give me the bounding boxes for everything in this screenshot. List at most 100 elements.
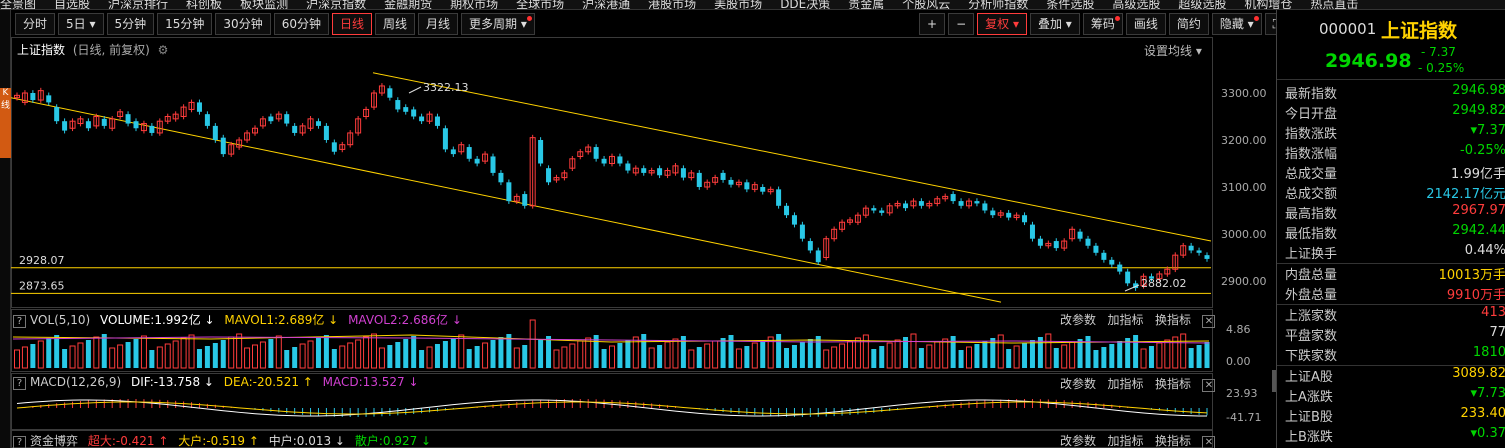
add-indicator-button[interactable]: 加指标 — [1107, 313, 1144, 327]
candle-body — [561, 172, 568, 179]
nav-item[interactable]: 条件选股 — [1046, 0, 1095, 10]
vol-bar — [403, 339, 409, 368]
close-icon[interactable]: ✕ — [1202, 436, 1216, 448]
candle-body — [62, 121, 68, 131]
candle-body — [355, 118, 362, 134]
help-icon[interactable]: ? — [13, 377, 26, 390]
nav-item[interactable]: 期权市场 — [450, 0, 499, 10]
zoom-in-button[interactable]: + — [919, 13, 946, 35]
nav-item[interactable]: 沪深京指数 — [306, 0, 367, 10]
nav-item[interactable]: 机构增仓 — [1244, 0, 1293, 10]
add-indicator-button[interactable]: 加指标 — [1107, 377, 1144, 391]
nav-item[interactable]: 热点直击 — [1310, 0, 1359, 10]
period-button[interactable]: 周线 — [375, 13, 416, 35]
period-button[interactable]: 15分钟 — [157, 13, 213, 35]
add-indicator-button[interactable]: 加指标 — [1107, 434, 1144, 448]
vol-bar — [85, 340, 91, 368]
last-price: 2946.98 — [1325, 50, 1412, 72]
switch-indicator-button[interactable]: 换指标 — [1154, 434, 1191, 448]
candle-body — [767, 188, 774, 193]
support-label-2: 2873.65 — [19, 279, 65, 292]
vol-bar — [1037, 337, 1043, 368]
nav-item[interactable]: 自选股 — [54, 0, 91, 10]
kline-chart-area[interactable]: 3300.00 3200.00 3100.00 3000.00 2900.00 2928.… — [11, 37, 1273, 448]
help-icon[interactable]: ? — [13, 436, 26, 448]
zoom-out-button[interactable]: − — [948, 13, 975, 35]
vol-bar — [1204, 342, 1210, 368]
candle-body — [513, 195, 520, 202]
draw-line-button[interactable]: 画线 — [1125, 13, 1166, 35]
vol-label: VOL(5,10) — [30, 313, 91, 327]
vol-bar — [1172, 336, 1179, 369]
nav-item[interactable]: 超级选股 — [1178, 0, 1227, 10]
vol-bar — [371, 333, 377, 369]
period-button[interactable]: 60分钟 — [273, 13, 329, 35]
nav-item[interactable]: 高级选股 — [1112, 0, 1161, 10]
candle-body — [609, 155, 615, 164]
vol-bar — [751, 342, 758, 369]
y-axis-tick: 3100.00 — [1221, 181, 1267, 194]
nav-item[interactable]: DDE决策 — [780, 0, 831, 10]
candle-body — [918, 201, 924, 206]
switch-indicator-button[interactable]: 换指标 — [1154, 377, 1191, 391]
left-tab-strip: K线 — [0, 10, 11, 448]
candle-body — [886, 205, 893, 214]
nav-item[interactable]: 板块监测 — [240, 0, 289, 10]
nav-item[interactable]: 分析师指数 — [968, 0, 1029, 10]
y-axis-tick: 3300.00 — [1221, 87, 1267, 100]
vol-bar — [688, 349, 695, 369]
vol-bar — [1022, 343, 1028, 368]
nav-item[interactable]: 沪深港通 — [582, 0, 631, 10]
edit-params-button[interactable]: 改参数 — [1060, 377, 1097, 391]
period-button[interactable]: 日线 — [331, 13, 372, 35]
nav-item[interactable]: 个股风云 — [902, 0, 951, 10]
vol-bar — [442, 341, 448, 368]
candle-body — [458, 144, 465, 153]
edit-params-button[interactable]: 改参数 — [1060, 434, 1097, 448]
high-marker-label: 3322.13 — [423, 81, 469, 94]
nav-item[interactable]: 全球市场 — [516, 0, 565, 10]
candle-body — [284, 114, 290, 124]
hide-dropdown[interactable]: 隐藏 ▾ — [1211, 13, 1262, 35]
vol-bar — [450, 338, 456, 368]
vol-bar — [625, 340, 631, 368]
candle-body — [307, 118, 314, 129]
nav-item[interactable]: 港股市场 — [648, 0, 697, 10]
simple-mode-button[interactable]: 简约 — [1168, 13, 1209, 35]
period-button[interactable]: 5分钟 — [106, 13, 155, 35]
period-button[interactable]: 5日 ▾ — [58, 13, 104, 35]
edit-params-button[interactable]: 改参数 — [1060, 313, 1097, 327]
candle-body — [641, 168, 647, 173]
nav-item[interactable]: 沪深京排行 — [108, 0, 169, 10]
gear-icon[interactable]: ⚙ — [157, 43, 169, 57]
switch-indicator-button[interactable]: 换指标 — [1154, 313, 1191, 327]
nav-item[interactable]: 全景图 — [0, 0, 37, 10]
close-icon[interactable]: ✕ — [1202, 379, 1216, 392]
fuquan-dropdown[interactable]: 复权 ▾ — [977, 13, 1027, 35]
nav-item[interactable]: 科创板 — [186, 0, 223, 10]
kline-chart-svg[interactable]: 3300.00 3200.00 3100.00 3000.00 2900.00 2928.… — [11, 37, 1273, 448]
candle-body — [577, 151, 584, 157]
nav-item[interactable]: 贵金属 — [848, 0, 885, 10]
candle-body — [244, 132, 251, 141]
nav-item[interactable]: 美股市场 — [714, 0, 763, 10]
period-button[interactable]: 30分钟 — [215, 13, 271, 35]
macd-header: ? MACD(12,26,9) DIF:-13.758 ↓ DEA:-20.521… — [13, 375, 419, 390]
nav-item[interactable]: 金融期货 — [384, 0, 433, 10]
overlay-dropdown[interactable]: 叠加 ▾ — [1029, 13, 1080, 35]
fund-header: ? 资金博弈 超大:-0.421 ↑ 大户:-0.519 ↑ 中户:0.013 ↓… — [13, 432, 431, 448]
vol-bar — [21, 346, 28, 369]
candle-body — [657, 168, 663, 176]
chips-button[interactable]: 筹码 — [1082, 13, 1123, 35]
panel-collapse-handle[interactable] — [1272, 370, 1278, 392]
ma-settings-button[interactable]: 设置均线 ▾ — [1144, 44, 1202, 58]
left-tab-kline[interactable]: K线 — [0, 88, 11, 158]
help-icon[interactable]: ? — [13, 315, 26, 328]
period-button[interactable]: 月线 — [418, 13, 459, 35]
period-button[interactable]: 更多周期 ▾ — [461, 13, 535, 35]
candle-body — [648, 170, 655, 174]
candle-body — [1172, 254, 1179, 270]
vol-bar — [784, 348, 790, 368]
close-icon[interactable]: ✕ — [1202, 315, 1216, 328]
period-button[interactable]: 分时 — [15, 13, 56, 35]
